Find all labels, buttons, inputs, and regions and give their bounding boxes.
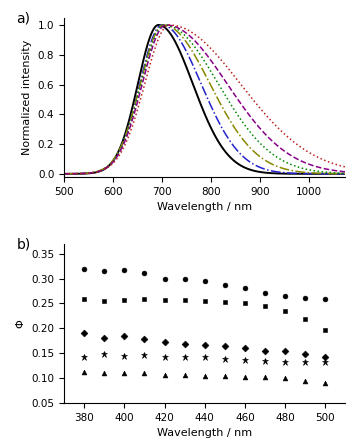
- Y-axis label: Φ: Φ: [16, 319, 26, 328]
- X-axis label: Wavelength / nm: Wavelength / nm: [157, 428, 252, 438]
- Y-axis label: Normalized intensity: Normalized intensity: [22, 39, 32, 155]
- Text: a): a): [16, 11, 30, 25]
- X-axis label: Wavelength / nm: Wavelength / nm: [157, 202, 252, 212]
- Text: b): b): [16, 237, 31, 251]
